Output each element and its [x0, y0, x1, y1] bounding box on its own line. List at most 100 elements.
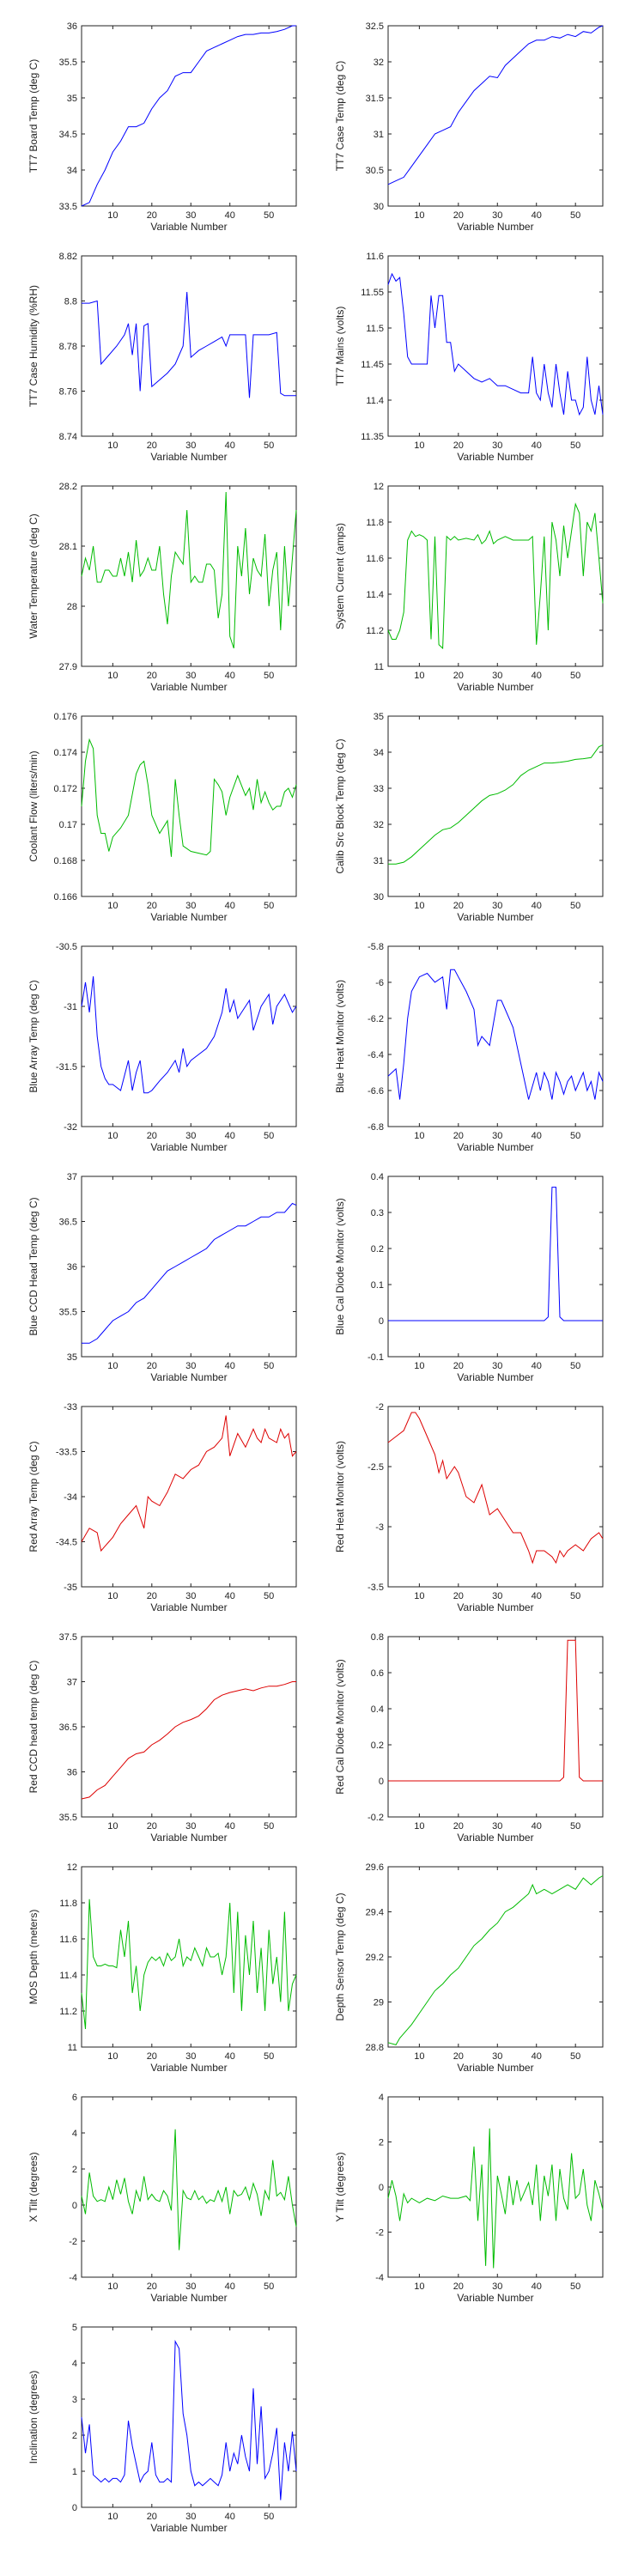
y-tick-label: -3.5 — [368, 1583, 384, 1593]
plot-area — [387, 1866, 604, 2048]
x-tick-label: 30 — [492, 210, 502, 221]
y-tick-label: 11 — [68, 2043, 77, 2053]
x-tick-label: 10 — [107, 210, 118, 221]
y-tick-label: -2 — [375, 2228, 384, 2239]
y-tick-label: 30.5 — [366, 166, 384, 176]
x-tick-label: 40 — [532, 210, 542, 221]
series-line — [387, 969, 604, 1100]
y-tick-label: 11.2 — [366, 626, 384, 636]
plot-area — [81, 945, 297, 1127]
y-tick-label: 28.2 — [59, 482, 77, 492]
x-tick-label: 40 — [225, 671, 235, 681]
x-tick-label: 20 — [453, 671, 464, 681]
x-axis-label: Variable Number — [457, 1832, 533, 1844]
x-tick-label: 10 — [107, 1591, 118, 1601]
y-tick-label: 32.5 — [366, 21, 384, 32]
y-tick-label: 28.8 — [366, 2043, 384, 2053]
x-tick-label: 10 — [107, 1821, 118, 1832]
y-tick-label: 11.5 — [366, 324, 384, 334]
x-tick-label: 10 — [107, 1131, 118, 1141]
x-axis-label: Variable Number — [457, 2062, 533, 2074]
series-line — [81, 738, 297, 857]
y-tick-label: 27.9 — [59, 662, 77, 672]
x-tick-label: 40 — [225, 901, 235, 911]
y-axis-label: Blue Array Temp (deg C) — [27, 980, 39, 1092]
x-tick-label: 20 — [453, 1361, 464, 1371]
y-axis-label: Coolant Flow (liters/min) — [27, 750, 39, 861]
y-axis-label: TT7 Case Humidity (%RH) — [27, 285, 39, 407]
y-tick-label: 0.3 — [371, 1208, 384, 1218]
y-tick-label: 28.1 — [59, 542, 77, 552]
x-tick-label: 40 — [532, 1361, 542, 1371]
chart-panel: 33.5 34 34.5 35 35.5 36 10 20 30 40 50 Variable Num… — [27, 21, 297, 233]
x-axis-label: Variable Number — [150, 2522, 227, 2534]
x-tick-label: 10 — [414, 2051, 424, 2062]
y-tick-label: 0.8 — [371, 1632, 384, 1643]
y-tick-label: 4 — [72, 2129, 77, 2139]
y-axis-label: Red CCD head temp (deg C) — [27, 1661, 39, 1794]
plot-area — [387, 1176, 604, 1358]
y-tick-label: -6.4 — [368, 1050, 384, 1060]
x-tick-label: 20 — [147, 2281, 157, 2292]
series-line — [81, 975, 297, 1094]
y-axis-label: TT7 Board Temp (deg C) — [27, 59, 39, 173]
x-tick-label: 30 — [185, 1591, 196, 1601]
x-axis-label: Variable Number — [457, 451, 533, 463]
x-tick-label: 30 — [492, 2051, 502, 2062]
y-tick-label: 3 — [72, 2395, 77, 2405]
y-tick-label: 0.2 — [371, 1741, 384, 1751]
series-line — [81, 2129, 297, 2251]
x-axis-label: Variable Number — [150, 2062, 227, 2074]
y-tick-label: 8.74 — [59, 432, 77, 442]
x-tick-label: 30 — [492, 2281, 502, 2292]
x-tick-label: 30 — [185, 2512, 196, 2522]
series-line — [81, 25, 296, 207]
y-tick-label: 11.8 — [59, 1899, 77, 1909]
x-tick-label: 30 — [185, 1361, 196, 1371]
x-tick-label: 50 — [570, 440, 580, 451]
y-tick-label: 11.6 — [366, 252, 384, 262]
y-tick-label: 37 — [67, 1678, 77, 1688]
chart-panel: 11 11.2 11.4 11.6 11.8 12 10 20 30 40 50 Variable N… — [27, 1862, 297, 2074]
x-tick-label: 50 — [264, 901, 274, 911]
x-tick-label: 40 — [532, 901, 542, 911]
y-tick-label: 11.45 — [361, 360, 384, 370]
x-tick-label: 10 — [107, 440, 118, 451]
x-tick-label: 20 — [147, 2512, 157, 2522]
x-tick-label: 10 — [107, 901, 118, 911]
series-line — [81, 1681, 296, 1800]
chart-panel: 11 11.2 11.4 11.6 11.8 12 10 20 30 40 50 Variable N… — [334, 482, 604, 693]
plot-area — [81, 255, 297, 437]
y-tick-label: 8.76 — [59, 387, 77, 398]
x-tick-label: 50 — [264, 1821, 274, 1832]
x-tick-label: 40 — [225, 210, 235, 221]
x-axis-label: Variable Number — [150, 2292, 227, 2304]
chart-panel: -0.2 0 0.2 0.4 0.6 0.8 10 20 30 40 50 Variable Numb… — [334, 1632, 604, 1844]
x-tick-label: 10 — [414, 1361, 424, 1371]
y-tick-label: 0 — [72, 2503, 77, 2513]
x-tick-label: 50 — [264, 2512, 274, 2522]
y-tick-label: 11.6 — [59, 1935, 77, 1945]
y-axis-label: TT7 Case Temp (deg C) — [334, 61, 346, 172]
y-axis-label: Blue CCD Head Temp (deg C) — [27, 1197, 39, 1335]
y-tick-label: -6.6 — [368, 1086, 384, 1097]
y-tick-label: 5 — [72, 2323, 77, 2333]
plot-area — [81, 2326, 297, 2508]
plot-area — [387, 715, 604, 897]
y-axis-label: MOS Depth (meters) — [27, 1910, 39, 2005]
y-tick-label: 12 — [374, 482, 384, 492]
series-line — [82, 1202, 297, 1344]
plot-area — [81, 1406, 297, 1588]
x-tick-label: 10 — [414, 901, 424, 911]
chart-panel: 0 1 2 3 4 5 10 20 30 40 50 Variable Number Inclinati… — [27, 2323, 297, 2534]
x-tick-label: 20 — [453, 2281, 464, 2292]
y-tick-label: 35.5 — [59, 1308, 77, 1318]
series-line — [387, 1875, 604, 2045]
x-tick-label: 20 — [147, 440, 157, 451]
y-tick-label: 31 — [374, 856, 384, 866]
x-tick-label: 50 — [264, 2051, 274, 2062]
y-tick-label: 0.168 — [53, 856, 77, 866]
y-axis-label: System Current (amps) — [334, 523, 346, 629]
chart-panel: -35 -34.5 -34 -33.5 -33 10 20 30 40 50 Variable Nu… — [27, 1402, 297, 1613]
x-tick-label: 30 — [185, 440, 196, 451]
